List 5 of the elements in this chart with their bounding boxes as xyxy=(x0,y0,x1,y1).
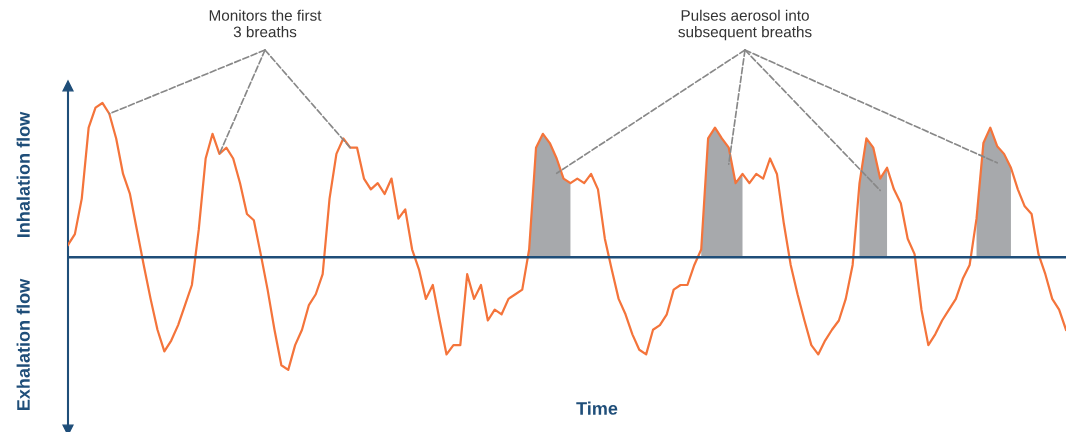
text: Monitors the first 3 breaths xyxy=(209,9,322,38)
text: Exhalation flow xyxy=(16,278,30,410)
y-axis-title: Inhalation flow xyxy=(16,111,30,237)
x-axis-title: Time xyxy=(576,401,618,415)
text: Pulses aerosol into subsequent breaths xyxy=(678,9,812,41)
